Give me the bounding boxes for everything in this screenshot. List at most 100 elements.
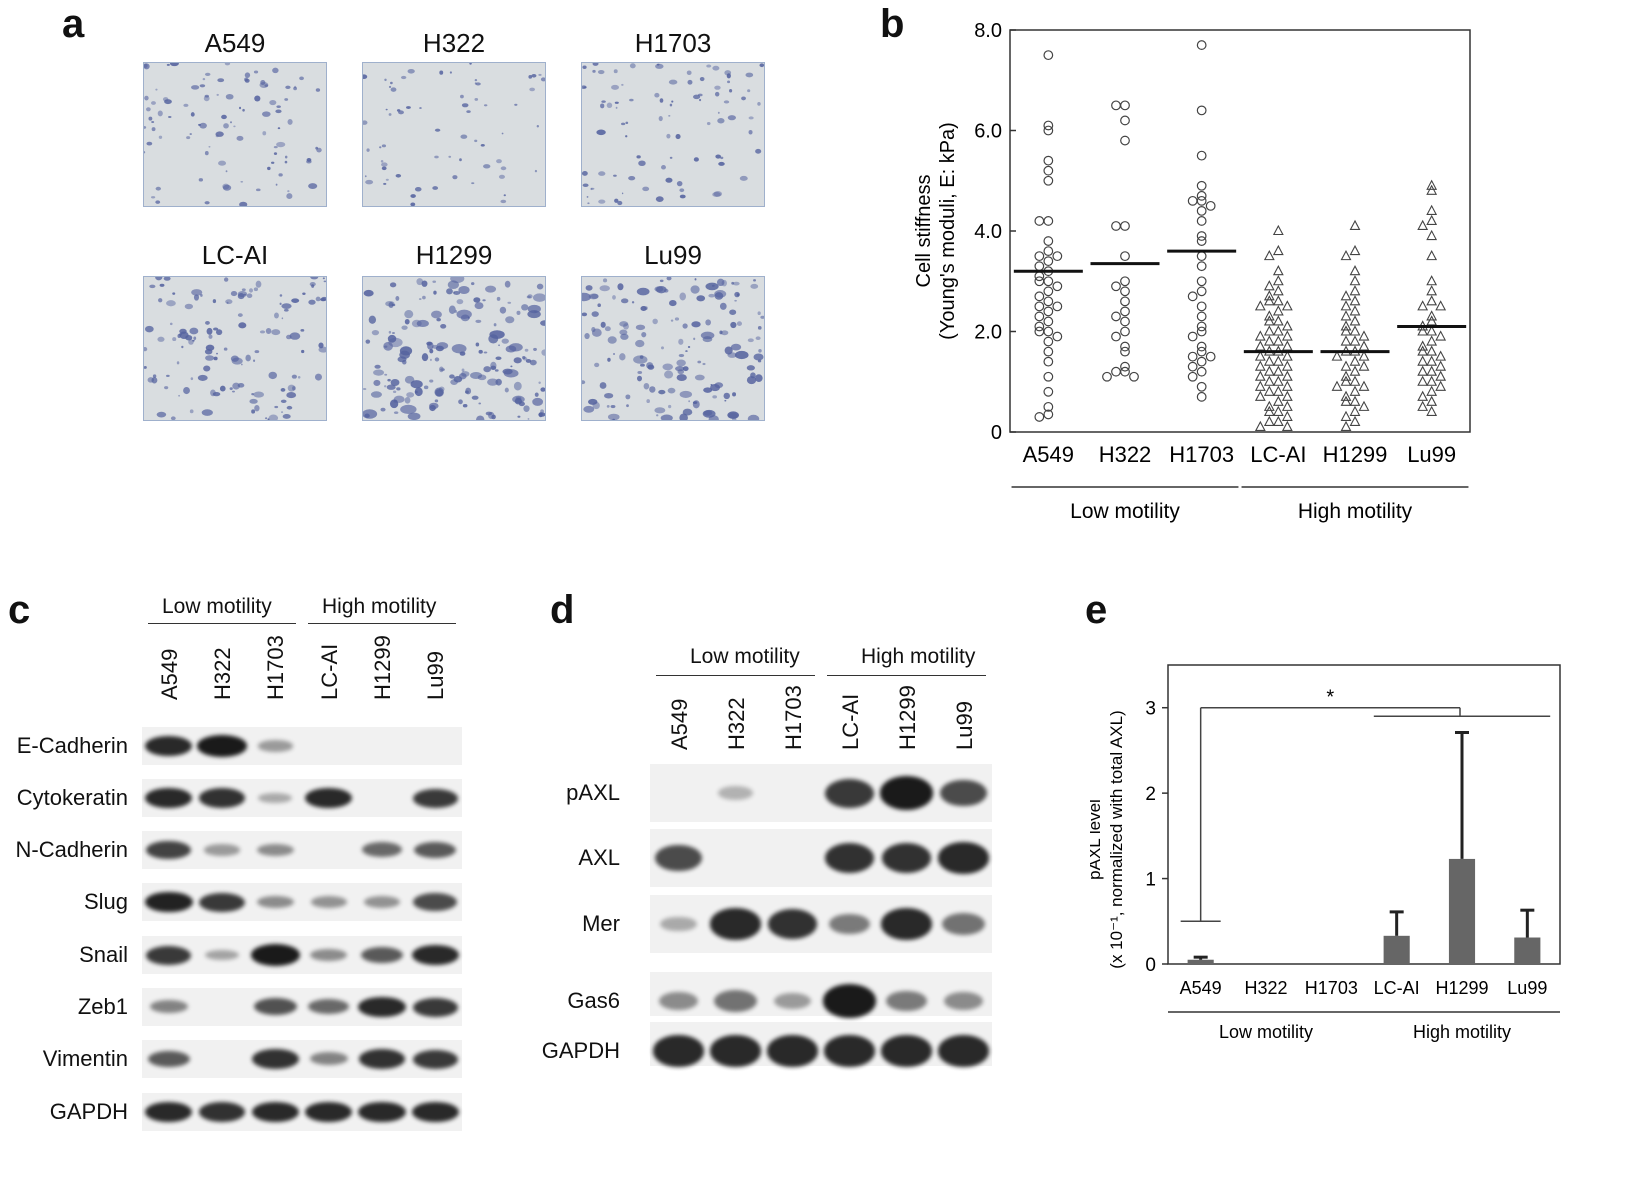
blot-strip <box>142 779 462 817</box>
blot-band <box>655 844 702 872</box>
stained-cell <box>438 386 445 392</box>
stained-cell <box>285 85 291 89</box>
blot-band <box>943 991 984 1011</box>
stained-cell <box>379 146 382 149</box>
stained-cell <box>297 375 301 379</box>
stained-cell <box>679 188 685 193</box>
blot-band <box>145 945 192 965</box>
stained-cell <box>496 296 501 301</box>
stained-cell <box>514 397 522 405</box>
stained-cell <box>540 320 545 326</box>
data-point-triangle <box>1272 335 1284 346</box>
stained-cell <box>286 392 297 399</box>
data-point-triangle <box>1272 285 1284 296</box>
stained-cell <box>728 412 738 419</box>
blot-band <box>660 916 697 932</box>
data-point-triangle <box>1435 300 1447 311</box>
stained-cell <box>170 416 176 420</box>
stained-cell <box>623 323 629 330</box>
stained-cell <box>643 382 650 390</box>
stained-cell <box>710 383 713 386</box>
stained-cell <box>414 390 418 394</box>
blot-row-label: GAPDH <box>541 1038 620 1063</box>
stained-cell <box>736 321 742 326</box>
stained-cell <box>678 353 685 358</box>
stained-cell <box>501 338 509 344</box>
stained-cell <box>458 285 470 295</box>
data-point-triangle <box>1426 375 1438 386</box>
stained-cell <box>208 145 211 148</box>
data-point-circle <box>1043 175 1054 186</box>
x-tick-label: H1299 <box>1323 442 1388 467</box>
stained-cell <box>720 156 724 160</box>
data-point-triangle <box>1426 295 1438 306</box>
stained-cell <box>747 338 754 343</box>
group-underline <box>148 623 296 624</box>
stained-cell <box>282 414 291 419</box>
data-point-triangle <box>1272 395 1284 406</box>
stained-cell <box>606 404 610 408</box>
stained-cell <box>696 295 706 302</box>
blot-band <box>412 1049 459 1069</box>
data-point-triangle <box>1358 360 1370 371</box>
data-point-circle <box>1043 371 1054 382</box>
stained-cell <box>619 353 626 361</box>
blot-row-label: Cytokeratin <box>16 785 128 810</box>
blot-strip <box>650 1022 992 1067</box>
data-point-triangle <box>1272 355 1284 366</box>
stained-cell <box>693 94 701 100</box>
data-point-circle <box>1120 346 1130 357</box>
cell-stain-pattern <box>363 277 545 420</box>
data-point-circle <box>1034 276 1045 287</box>
data-point-circle <box>1120 221 1130 231</box>
stained-cell <box>494 369 499 372</box>
data-point-circle <box>1043 326 1054 337</box>
stained-cell <box>495 356 502 360</box>
stained-cell <box>505 316 515 324</box>
stained-cell <box>191 289 203 296</box>
stained-cell <box>158 135 163 139</box>
stained-cell <box>219 385 226 392</box>
stained-cell <box>636 375 643 382</box>
stained-cell <box>453 291 456 294</box>
plot-frame <box>1009 29 1471 433</box>
blot-band <box>360 946 404 964</box>
stained-cell <box>621 83 624 86</box>
stained-cell <box>732 417 737 420</box>
stained-cell <box>540 409 544 414</box>
stained-cell <box>594 362 600 368</box>
lane-label: A549 <box>156 648 182 700</box>
stained-cell <box>278 173 283 177</box>
stained-cell <box>221 114 227 120</box>
data-point-triangle <box>1340 370 1352 381</box>
group-label: High motility <box>1413 1022 1511 1042</box>
stained-cell <box>730 343 742 351</box>
data-point-circle <box>1111 221 1121 231</box>
stained-cell <box>540 387 545 392</box>
stained-cell <box>668 115 671 117</box>
stained-cell <box>713 191 723 197</box>
data-point-circle <box>1196 150 1207 161</box>
stained-cell <box>212 299 217 304</box>
blot-band <box>412 788 459 808</box>
data-point-triangle <box>1349 265 1361 276</box>
stained-cell <box>602 278 608 283</box>
stained-cell <box>155 186 161 191</box>
blot-band <box>149 1000 188 1014</box>
stained-cell <box>536 283 544 290</box>
stained-cell <box>239 201 248 206</box>
blot-strip <box>142 936 462 974</box>
data-point-triangle <box>1254 380 1266 391</box>
data-point-triangle <box>1417 219 1429 231</box>
blot-band <box>198 788 246 808</box>
stained-cell <box>661 346 664 350</box>
stained-cell <box>276 105 281 108</box>
bar <box>1187 959 1214 964</box>
stained-cell <box>184 303 194 310</box>
stained-cell <box>458 399 463 405</box>
stained-cell <box>164 99 172 105</box>
data-point-circle <box>1196 105 1207 116</box>
stained-cell <box>279 302 282 306</box>
stained-cell <box>151 120 155 123</box>
stained-cell <box>461 103 469 108</box>
